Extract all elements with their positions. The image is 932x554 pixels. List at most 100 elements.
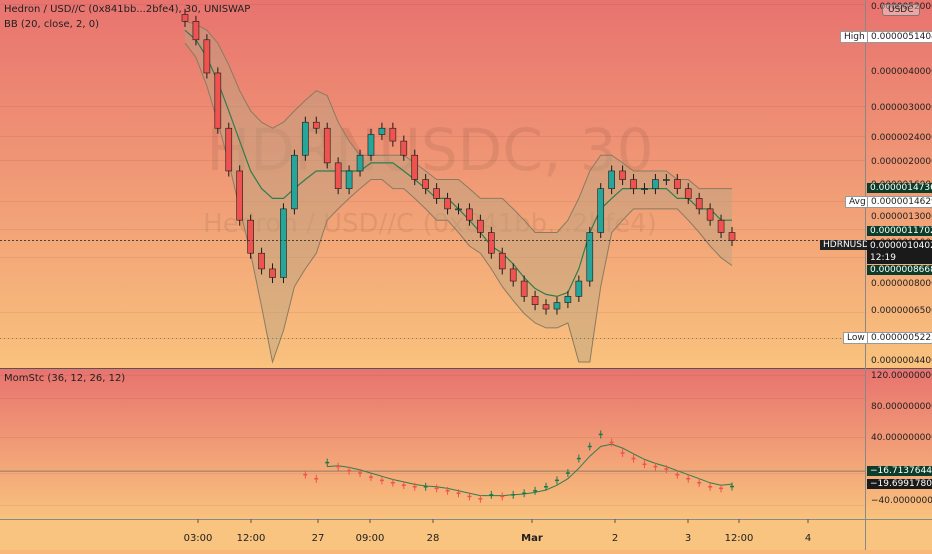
currency-badge[interactable]: USDC — [882, 4, 920, 16]
high-value: 0.0000051404 — [867, 31, 932, 43]
momstc-value-2: −19.6991780026 — [867, 479, 932, 489]
price-tick-label: 0.0000052000 — [871, 2, 932, 12]
candle-body — [269, 268, 276, 278]
momstc-signal-line — [327, 443, 733, 497]
price-tick-label: 0.0000030000 — [871, 103, 932, 113]
candle-body — [378, 127, 386, 135]
candle-body — [334, 162, 342, 189]
candle-body — [225, 127, 233, 172]
last-price-label: 0.0000010402 12:19 — [867, 240, 932, 264]
momstc-series-layer — [303, 430, 734, 503]
candle-body — [280, 208, 287, 278]
price-tick-label: 0.0000040000 — [871, 67, 932, 77]
momstc-tick-label: 80.0000000000 — [871, 402, 932, 412]
momstc-legend[interactable]: MomStc (36, 12, 26, 12) — [4, 373, 126, 384]
candle-body — [586, 232, 594, 282]
price-tick-label: 0.0000020000 — [871, 157, 932, 167]
high-tag: High — [840, 31, 869, 43]
candle-body — [531, 296, 539, 305]
candle-body — [302, 121, 309, 156]
candle-body — [695, 198, 703, 210]
momstc-value-1: −16.7137644528 — [867, 466, 932, 476]
bar-countdown: 12:19 — [870, 253, 896, 263]
momstc-tick-label: 120.0000000000 — [871, 371, 932, 381]
candle-body — [564, 296, 572, 303]
candle-body — [400, 140, 408, 156]
time-tick-label: 2 — [612, 533, 618, 544]
bb-upper-value: 0.0000014736 — [867, 183, 932, 193]
candle-body — [684, 188, 692, 199]
time-tick-label: 27 — [312, 533, 325, 544]
candle-body — [673, 179, 681, 189]
candle-body — [630, 179, 637, 189]
candle-body — [488, 232, 495, 254]
candle-body — [422, 179, 429, 189]
candle-body — [181, 14, 189, 22]
candle-body — [367, 134, 375, 156]
time-tick-label: 09:00 — [356, 533, 385, 544]
price-pane-background — [0, 0, 932, 368]
symbol-tag: HDRNUSDC — [820, 240, 879, 250]
time-tick-label: 28 — [427, 533, 440, 544]
price-tick-label: 0.0000006500 — [871, 306, 932, 316]
time-tick-label: 03:00 — [184, 533, 213, 544]
candle-body — [663, 179, 670, 181]
time-tick-label: 4 — [805, 533, 811, 544]
bollinger-lower-line — [184, 42, 733, 364]
candle-body — [236, 170, 244, 221]
candle-body — [728, 232, 736, 241]
bb-lower-value: 0.0000008668 — [867, 265, 932, 275]
candle-body — [641, 188, 648, 190]
candle-body — [466, 208, 473, 221]
price-tick-label: 0.0000013000 — [871, 212, 932, 222]
bollinger-band-fill — [185, 21, 732, 363]
candle-body — [312, 121, 320, 129]
watermark-main: HDRNUSDC, 30 — [206, 116, 653, 184]
low-tag: Low — [843, 332, 869, 344]
candle-body — [553, 302, 561, 310]
candle-body — [389, 127, 397, 142]
price-tick-label: 0.0000004400 — [871, 356, 932, 366]
indicator-axis-ticks: 120.0000000000 80.0000000000 40.0000000000… — [871, 371, 932, 506]
momstc-tick-label: 40.0000000000 — [871, 433, 932, 443]
candle-body — [652, 179, 659, 189]
avg-value: 0.0000014629 — [867, 196, 932, 208]
candle-body — [706, 208, 714, 221]
bb-basis-value: 0.0000011702 — [867, 226, 932, 236]
price-tick-label: 0.0000024000 — [871, 133, 932, 143]
bollinger-upper-line — [184, 20, 732, 233]
candle-body — [356, 154, 364, 172]
momstc-tick-label: −40.0000000000 — [871, 496, 932, 506]
bollinger-bands-legend[interactable]: BB (20, close, 2, 0) — [4, 19, 99, 30]
price-tick-label: 0.0000008000 — [871, 279, 932, 289]
candle-body — [509, 268, 517, 282]
candle-body — [247, 219, 254, 254]
low-value: 0.0000005225 — [867, 332, 932, 344]
time-tick-label: Mar — [521, 533, 543, 544]
candle-body — [291, 154, 298, 210]
candle-body — [542, 304, 550, 310]
candle-body — [203, 39, 211, 74]
candle-body — [575, 280, 583, 297]
time-axis-background — [0, 519, 932, 550]
candle-body — [498, 252, 506, 270]
candle-body — [323, 127, 331, 164]
time-tick-label: 12:00 — [725, 533, 754, 544]
candle-body — [608, 170, 615, 189]
candle-body — [444, 198, 451, 210]
candle-body — [477, 219, 484, 233]
candle-body — [433, 188, 440, 199]
candle-body — [619, 170, 626, 180]
candle-body — [455, 208, 462, 211]
time-axis-ticks: 03:00 12:00 27 09:00 28 Mar 2 3 12:00 4 — [184, 519, 811, 544]
indicator-pane-background — [0, 369, 932, 519]
candle-body — [258, 252, 265, 270]
last-price-value: 0.0000010402 — [870, 241, 932, 251]
candle-body — [214, 72, 222, 129]
candle-body — [520, 280, 528, 297]
time-tick-label: 3 — [685, 533, 691, 544]
symbol-info[interactable]: Hedron / USD//C (0x841bb...2bfe4), 30, U… — [4, 4, 251, 15]
candle-body — [717, 219, 725, 233]
